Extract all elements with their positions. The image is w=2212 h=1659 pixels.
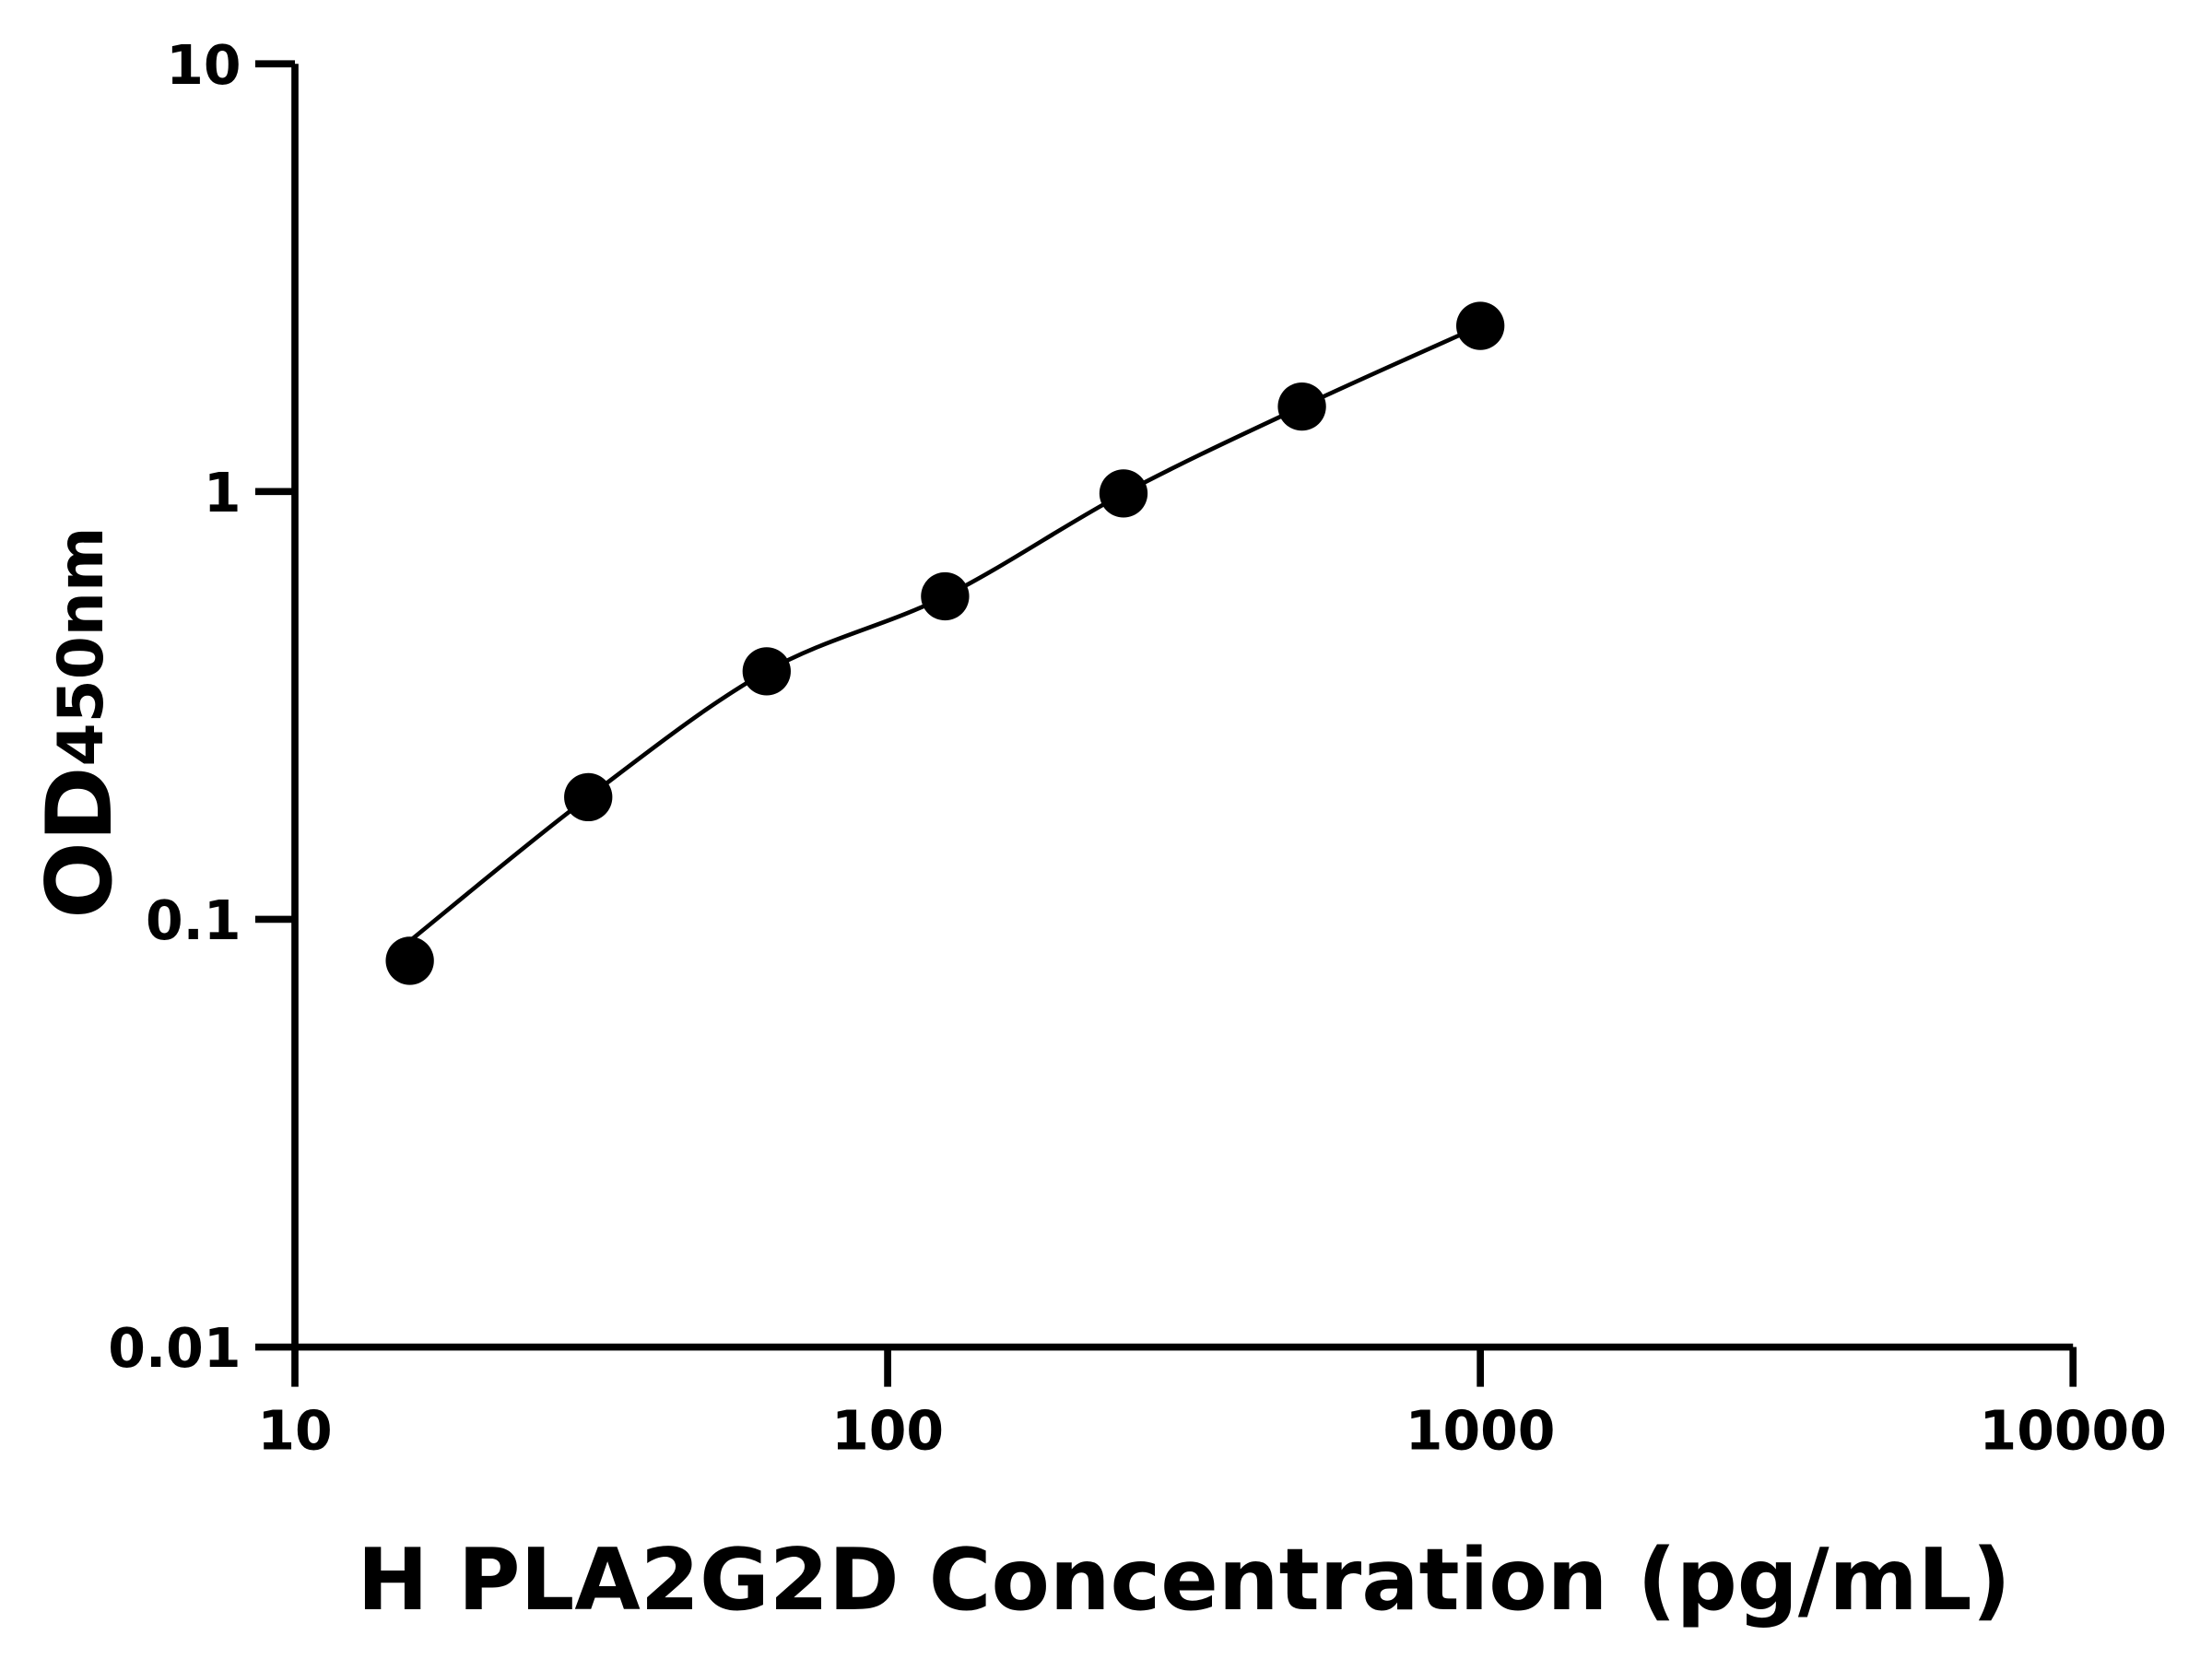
y-axis-label-subscript: 450nm [44, 526, 117, 766]
y-axis-label-main: OD [28, 767, 133, 919]
axes: 10 100 1000 10000 0.01 0.1 1 10 [108, 34, 2167, 1463]
y-tick-label: 10 [166, 34, 241, 97]
data-point [742, 647, 791, 696]
x-axis-label: H PLA2G2D Concentration (pg/mL) [358, 1530, 2011, 1630]
data-point [564, 772, 613, 822]
data-point [385, 936, 434, 985]
data-point [1277, 382, 1326, 431]
data-point [1099, 469, 1148, 518]
x-tick-label: 100 [831, 1399, 944, 1462]
x-tick-label: 1000 [1406, 1399, 1556, 1462]
data-point [921, 571, 970, 621]
y-axis-label: OD450nm [28, 526, 133, 918]
x-tick-label: 10 [257, 1399, 332, 1462]
y-tick-label: 0.01 [108, 1317, 241, 1380]
data-point [1456, 301, 1505, 350]
y-tick-label: 0.1 [146, 889, 241, 952]
data-points [385, 301, 1505, 985]
x-tick-label: 10000 [1980, 1399, 2167, 1462]
y-tick-label: 1 [204, 462, 241, 524]
